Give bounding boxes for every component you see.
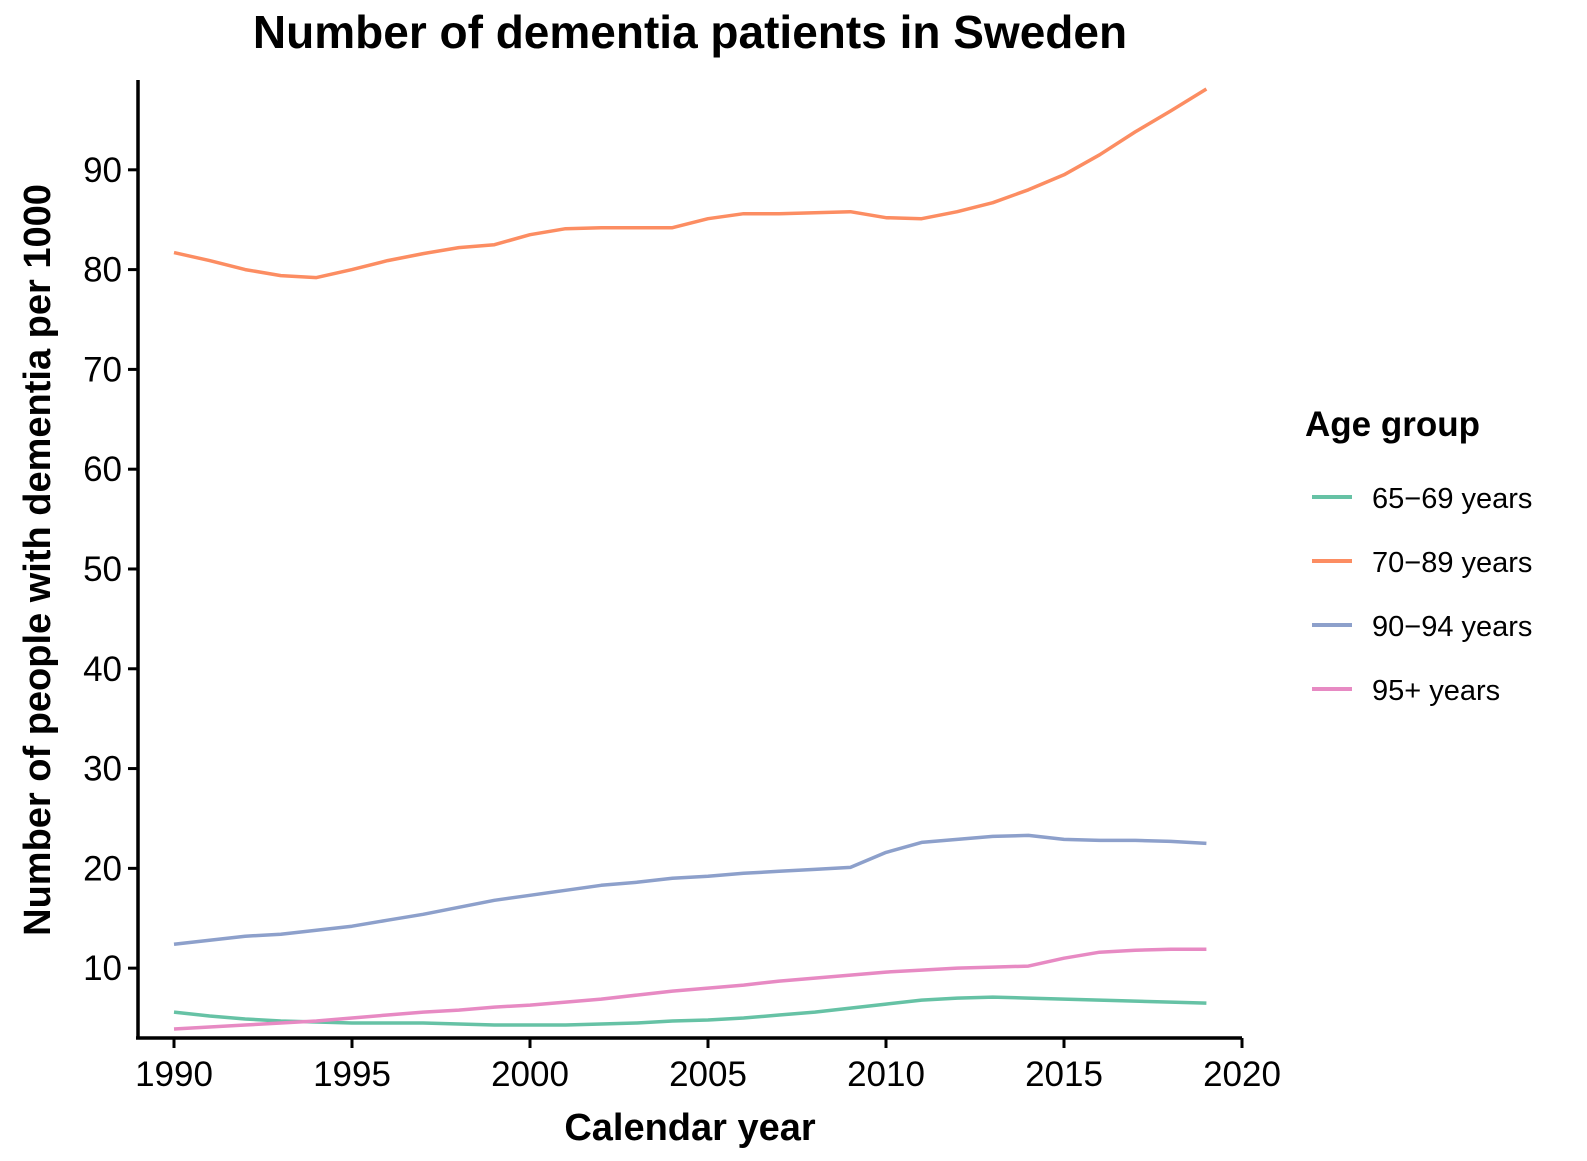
- y-axis-ticks: 10 20 30 40 50 60 70 80 90: [83, 151, 138, 988]
- chart-title: Number of dementia patients in Sweden: [253, 6, 1127, 58]
- y-tick-label: 50: [83, 550, 122, 589]
- x-tick-label: 2010: [847, 1055, 925, 1094]
- series-group: [174, 89, 1206, 1029]
- y-axis-title: Number of people with dementia per 1000: [17, 184, 59, 936]
- x-axis-ticks: 1990 1995 2000 2005 2010 2015 2020: [135, 1038, 1281, 1094]
- legend-label-1: 65−69 years: [1372, 483, 1532, 515]
- legend-title: Age group: [1305, 405, 1480, 444]
- x-tick-label: 2015: [1025, 1055, 1103, 1094]
- x-tick-label: 1990: [135, 1055, 213, 1094]
- y-tick-label: 90: [83, 151, 122, 190]
- x-tick-label: 2020: [1203, 1055, 1281, 1094]
- legend-label-3: 90−94 years: [1372, 611, 1532, 643]
- legend: Age group 65−69 years 70−89 years 90−94 ye…: [1305, 405, 1532, 707]
- x-tick-label: 1995: [313, 1055, 391, 1094]
- y-tick-label: 20: [83, 849, 122, 888]
- series-line-2: [174, 89, 1206, 278]
- y-tick-label: 40: [83, 650, 122, 689]
- series-line-4: [174, 949, 1206, 1029]
- x-tick-label: 2000: [491, 1055, 569, 1094]
- y-tick-label: 60: [83, 450, 122, 489]
- y-tick-label: 30: [83, 750, 122, 789]
- x-tick-label: 2005: [669, 1055, 747, 1094]
- legend-label-4: 95+ years: [1372, 675, 1500, 707]
- x-axis-title: Calendar year: [564, 1107, 816, 1149]
- y-tick-label: 80: [83, 251, 122, 290]
- y-tick-label: 70: [83, 350, 122, 389]
- y-tick-label: 10: [83, 949, 122, 988]
- legend-label-2: 70−89 years: [1372, 547, 1532, 579]
- series-line-3: [174, 835, 1206, 944]
